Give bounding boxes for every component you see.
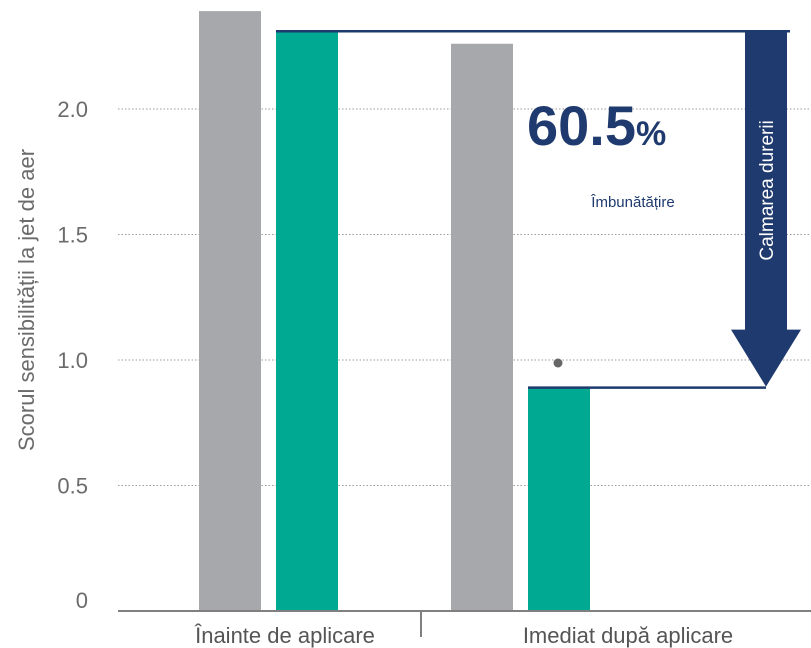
x-category-label: Imediat după aplicare [523, 623, 733, 648]
y-tick-label: 1.0 [57, 348, 88, 373]
percent-sign: % [636, 115, 666, 153]
x-axis-categories: Înainte de aplicare Imediat după aplicare [194, 623, 733, 648]
y-tick-label: 0.5 [57, 474, 88, 499]
y-axis-title: Scorul sensibilității la jet de aer [14, 149, 39, 451]
y-axis-ticks: 0 0.5 1.0 1.5 2.0 [57, 97, 88, 613]
bar [528, 387, 590, 611]
percent-value: 60.5 [527, 94, 636, 157]
bar [199, 11, 261, 612]
significance-marker [553, 358, 563, 368]
percent-label: 60.5% [527, 94, 666, 157]
x-category-label: Înainte de aplicare [194, 623, 375, 648]
y-tick-label: 2.0 [57, 97, 88, 122]
improvement-label: Îmbunătățire [590, 194, 674, 211]
bar [276, 31, 338, 611]
y-tick-label: 1.5 [57, 223, 88, 248]
bars [199, 11, 590, 612]
bar [451, 43, 513, 612]
y-tick-label: 0 [76, 588, 88, 613]
arrow-label: Calmarea durerii [757, 120, 778, 260]
down-arrow-icon [731, 31, 801, 387]
